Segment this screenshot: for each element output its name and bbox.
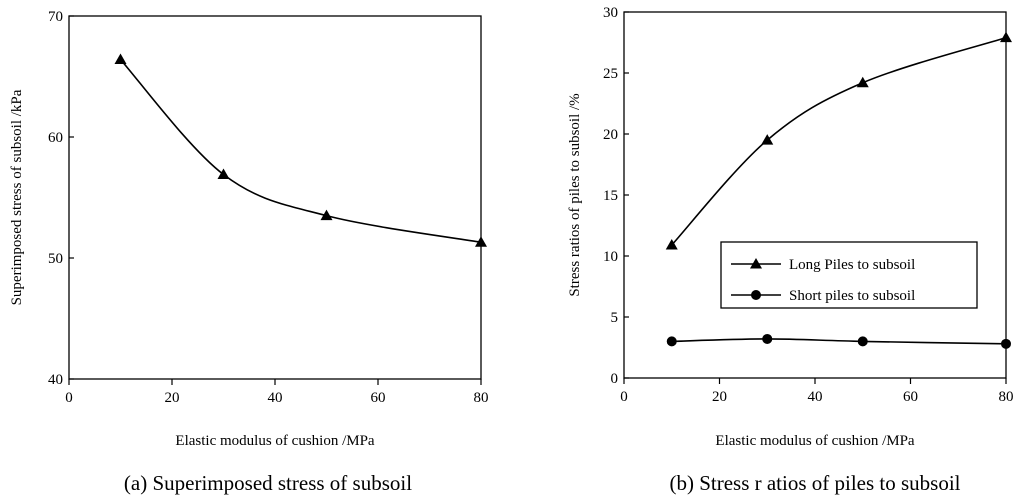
x-tick-label: 0 [65,390,73,406]
y-tick-label: 5 [611,310,619,326]
x-tick-label: 40 [268,390,283,406]
chart-caption: (a) Superimposed stress of subsoil [124,471,412,495]
x-axis-label: Elastic modulus of cushion /MPa [175,433,374,449]
y-axis-label: Superimposed stress of subsoil /kPa [9,89,25,305]
data-point [1000,31,1012,43]
data-point [217,168,230,180]
y-tick-label: 60 [48,130,63,146]
legend-marker [750,258,762,269]
y-tick-label: 40 [48,372,63,388]
y-tick-label: 30 [603,5,618,21]
data-point [857,336,868,347]
y-tick-label: 50 [48,251,63,267]
y-tick-label: 15 [603,188,618,204]
y-tick-label: 25 [603,66,618,82]
series-line [671,36,1007,246]
data-point [320,209,333,221]
plot-frame [623,11,1007,379]
legend-box [720,241,978,309]
data-point [114,53,127,65]
legend-marker [751,290,761,300]
x-tick-label: 60 [371,390,386,406]
data-point [1001,338,1011,349]
x-tick-label: 40 [808,389,823,405]
y-tick-label: 0 [611,371,619,387]
chart-caption: (b) Stress r atios of piles to subsoil [669,471,960,495]
data-point [666,336,677,347]
x-tick-label: 20 [165,390,180,406]
x-tick-label: 0 [620,389,628,405]
x-axis-label: Elastic modulus of cushion /MPa [715,433,914,449]
legend-label: Short piles to subsoil [789,288,915,304]
x-tick-label: 20 [712,389,727,405]
y-tick-label: 10 [603,249,618,265]
data-point [856,76,869,88]
plot-frame [68,15,482,380]
x-tick-label: 80 [999,389,1014,405]
data-point [762,333,773,344]
data-point [665,239,678,250]
chart-stress-ratios: 0 5 10 15 20 25 30 0 20 40 60 80 Elastic modulus of … [567,5,1014,495]
legend-label: Long Piles to subsoil [789,257,915,273]
series-line [671,338,1007,345]
data-point [475,236,487,247]
chart-superimposed-stress: 40 50 60 70 0 20 40 60 80 Elastic modulus of cush… [9,9,489,495]
series-line [119,59,482,244]
y-tick-label: 20 [603,127,618,143]
x-tick-label: 80 [474,390,489,406]
y-axis-label: Stress ratios of piles to subsoil /% [567,93,583,296]
x-tick-label: 60 [903,389,918,405]
data-point [761,134,774,145]
y-tick-label: 70 [48,9,63,25]
